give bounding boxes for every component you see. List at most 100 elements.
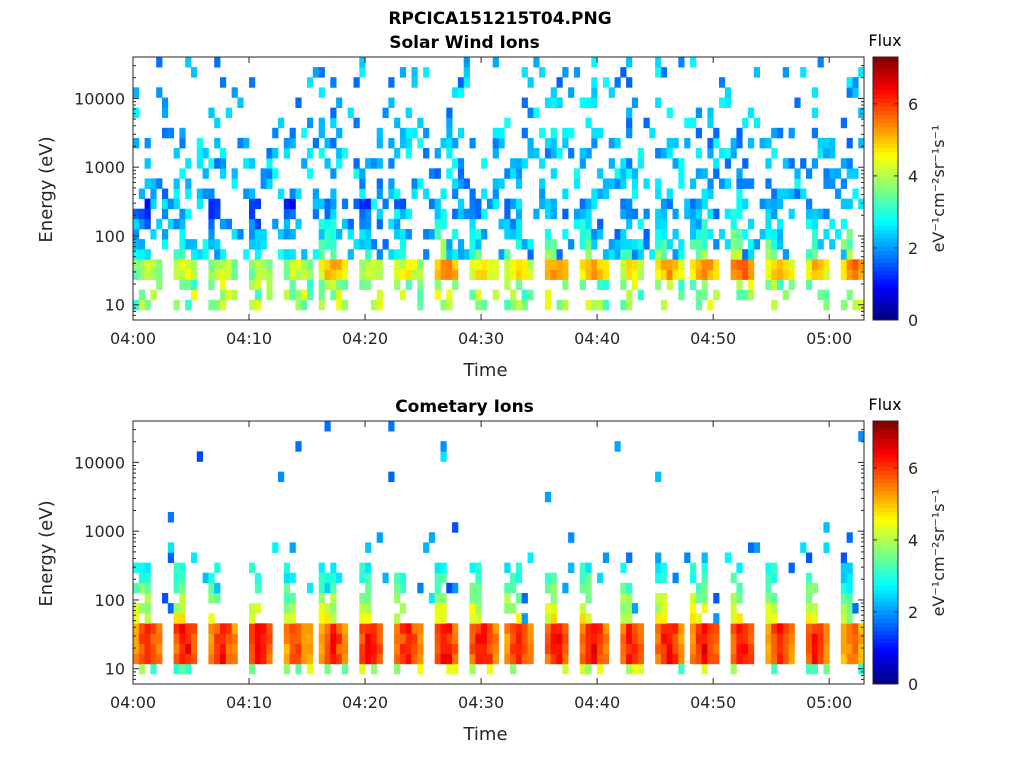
- heatmap-cell: [359, 633, 366, 644]
- heatmap-cell: [736, 168, 743, 179]
- heatmap-cell: [341, 198, 349, 210]
- heatmap-cell: [527, 653, 534, 665]
- heatmap-cell: [510, 663, 517, 675]
- heatmap-cell: [301, 633, 308, 644]
- heatmap-cell: [150, 653, 157, 665]
- heatmap-cell: [428, 229, 436, 240]
- heatmap-cell: [515, 158, 523, 169]
- heatmap-cell: [144, 643, 151, 654]
- heatmap-cell: [562, 229, 569, 240]
- heatmap-cell: [324, 643, 331, 654]
- heatmap-cell: [324, 259, 331, 270]
- heatmap-cell: [365, 269, 372, 280]
- heatmap-cell: [289, 633, 296, 644]
- heatmap-cell: [457, 127, 465, 139]
- heatmap-cell: [179, 572, 186, 584]
- heatmap-cell: [138, 582, 145, 594]
- heatmap-cell: [481, 653, 488, 665]
- heatmap-cell: [463, 67, 470, 78]
- heatmap-cell: [840, 249, 847, 260]
- heatmap-cell: [765, 229, 772, 240]
- heatmap-cell: [144, 198, 151, 210]
- colorbar-segment: [873, 573, 898, 578]
- colorbar-segment: [873, 225, 898, 231]
- heatmap-cell: [330, 239, 337, 250]
- heatmap-cell: [249, 188, 256, 199]
- heatmap-cell: [179, 137, 186, 149]
- heatmap-cell: [196, 249, 203, 260]
- heatmap-cell: [150, 229, 157, 240]
- y-axis-label: Energy (eV): [36, 500, 57, 606]
- heatmap-cell: [324, 239, 331, 250]
- heatmap-cell: [660, 148, 668, 159]
- heatmap-cell: [626, 582, 633, 594]
- heatmap-cell: [423, 188, 430, 199]
- heatmap-cell: [133, 613, 140, 624]
- heatmap-cell: [272, 542, 279, 553]
- heatmap-cell: [196, 188, 203, 199]
- heatmap-cell: [179, 168, 186, 179]
- heatmap-cell: [249, 77, 256, 88]
- heatmap-cell: [515, 168, 523, 179]
- heatmap-cell: [417, 643, 424, 654]
- heatmap-cell: [608, 158, 615, 169]
- heatmap-cell: [556, 249, 563, 260]
- heatmap-cell: [521, 613, 528, 624]
- heatmap-cell: [330, 613, 337, 624]
- heatmap-cell: [573, 218, 581, 230]
- heatmap-cell: [515, 178, 523, 189]
- colorbar-segment: [873, 114, 898, 120]
- heatmap-cell: [283, 208, 290, 220]
- heatmap-cell: [394, 643, 401, 654]
- heatmap-cell: [133, 562, 140, 574]
- heatmap-cell: [701, 269, 708, 280]
- heatmap-cell: [376, 269, 383, 280]
- heatmap-cell: [249, 239, 256, 250]
- heatmap-cell: [475, 239, 482, 250]
- heatmap-cell: [405, 137, 412, 149]
- heatmap-cell: [602, 552, 610, 563]
- heatmap-cell: [144, 218, 151, 230]
- heatmap-cell: [394, 198, 401, 210]
- heatmap-cell: [411, 633, 418, 644]
- heatmap-cell: [655, 603, 662, 614]
- heatmap-cell: [283, 643, 290, 654]
- heatmap-cell: [492, 127, 499, 139]
- heatmap-cell: [660, 562, 668, 574]
- heatmap-cell: [307, 77, 314, 88]
- heatmap-cell: [846, 643, 853, 654]
- heatmap-cell: [626, 57, 633, 68]
- heatmap-cell: [167, 603, 174, 614]
- heatmap-cell: [283, 289, 290, 301]
- heatmap-cell: [237, 97, 244, 108]
- x-tick-label: 04:00: [110, 329, 156, 348]
- heatmap-cell: [840, 643, 847, 654]
- heatmap-cell: [301, 127, 308, 139]
- heatmap-cell: [191, 623, 198, 634]
- heatmap-cell: [365, 562, 372, 574]
- heatmap-cell: [620, 593, 627, 604]
- heatmap-cell: [423, 127, 430, 139]
- heatmap-cell: [748, 653, 755, 665]
- heatmap-cell: [631, 239, 639, 250]
- heatmap-cell: [620, 249, 627, 260]
- heatmap-cell: [394, 279, 401, 290]
- heatmap-cell: [428, 532, 436, 543]
- heatmap-cell: [660, 198, 668, 210]
- heatmap-cell: [690, 259, 697, 270]
- heatmap-cell: [782, 249, 789, 260]
- x-axis-label: Time: [462, 724, 507, 745]
- heatmap-cell: [446, 137, 453, 149]
- heatmap-cell: [678, 259, 685, 270]
- colorbar-segment: [873, 659, 898, 664]
- heatmap-cell: [330, 633, 337, 644]
- heatmap-cell: [440, 188, 447, 199]
- heatmap-cell: [318, 239, 325, 250]
- heatmap-cell: [324, 603, 331, 614]
- heatmap-cell: [637, 663, 644, 675]
- heatmap-cell: [359, 279, 366, 290]
- heatmap-cell: [417, 269, 424, 280]
- heatmap-cell: [469, 613, 476, 624]
- heatmap-cell: [272, 168, 279, 179]
